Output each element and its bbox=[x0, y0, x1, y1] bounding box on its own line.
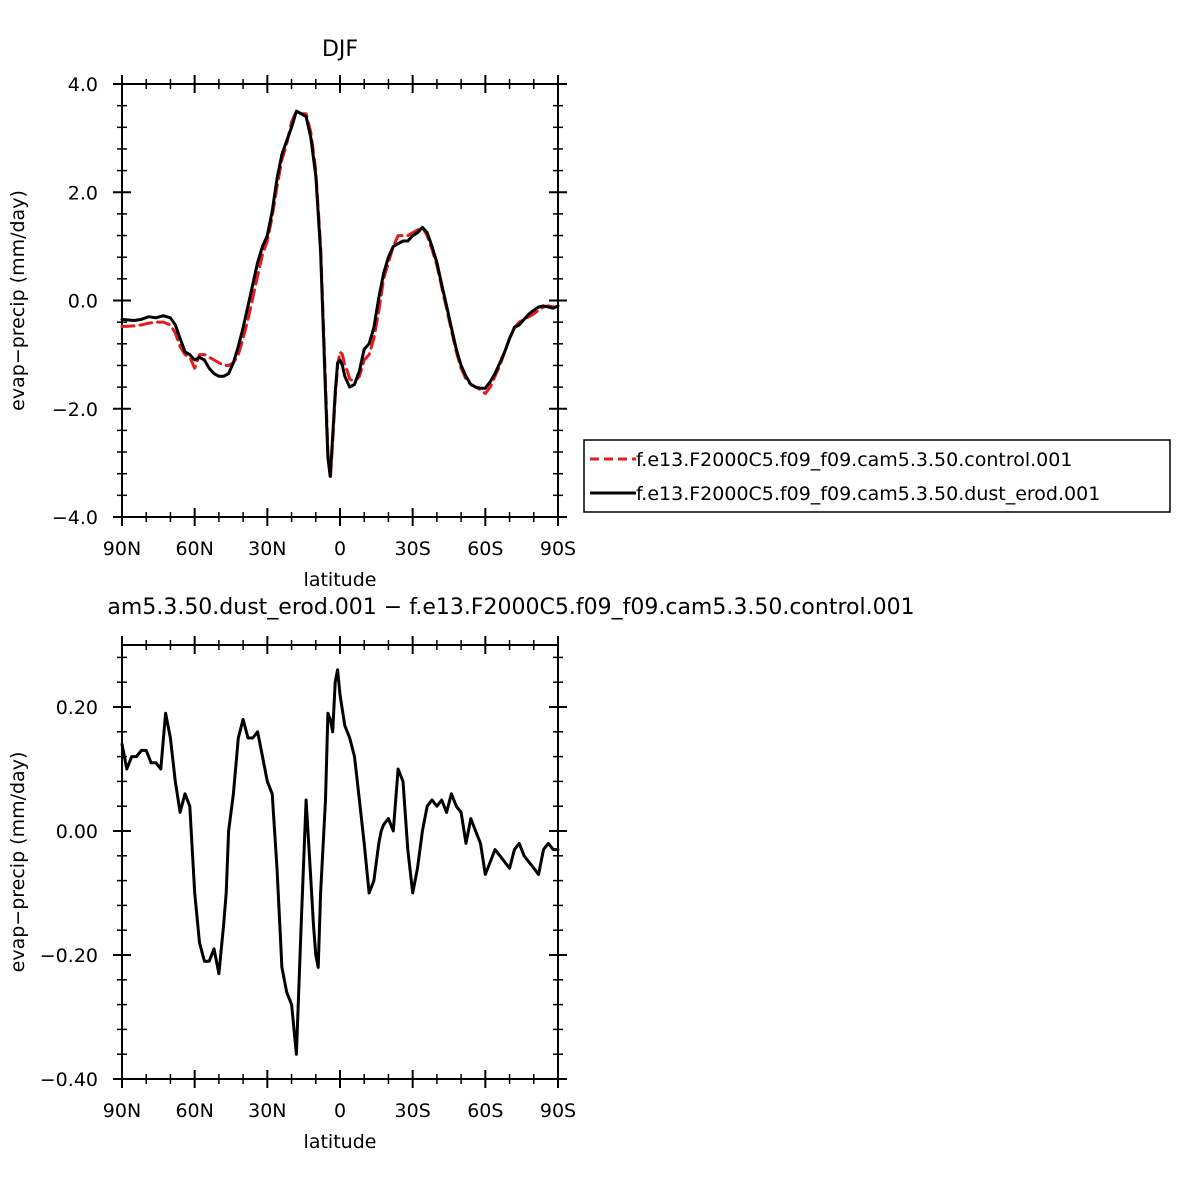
x-tick-label: 0 bbox=[334, 538, 346, 560]
x-tick-label: 60N bbox=[175, 538, 213, 560]
legend-box bbox=[583, 439, 1171, 513]
legend-item: f.e13.F2000C5.f09_f09.cam5.3.50.control.… bbox=[590, 449, 1072, 471]
y-tick-label: −4.0 bbox=[52, 507, 98, 529]
y-tick-label: 0.00 bbox=[56, 821, 98, 843]
x-tick-label: 30S bbox=[395, 538, 431, 560]
x-tick-label: 90S bbox=[540, 538, 576, 560]
y-tick-label: 2.0 bbox=[68, 182, 98, 204]
x-tick-label: 0 bbox=[334, 1100, 346, 1122]
plot-frame bbox=[121, 83, 559, 518]
legend-item: f.e13.F2000C5.f09_f09.cam5.3.50.dust_ero… bbox=[590, 483, 1100, 505]
x-tick-label: 60S bbox=[467, 538, 503, 560]
plot-frame bbox=[121, 644, 559, 1080]
series-line-2 bbox=[120, 109, 560, 478]
y-tick-label: 4.0 bbox=[68, 74, 98, 96]
legend-label: f.e13.F2000C5.f09_f09.cam5.3.50.control.… bbox=[636, 449, 1072, 471]
series-line-1 bbox=[120, 109, 560, 481]
chart-title: am5.3.50.dust_erod.001 − f.e13.F2000C5.f… bbox=[107, 595, 914, 620]
djf-chart-panel: DJF 90N 60N 30N 0 30S 60S 90S −4.0 −2.0 0.0 2.0 4.0 l… bbox=[7, 37, 576, 591]
x-tick-label: 60S bbox=[467, 1100, 503, 1122]
y-tick-label: −0.40 bbox=[40, 1069, 98, 1091]
x-tick-label: 90N bbox=[103, 1100, 141, 1122]
x-axis-label: latitude bbox=[304, 1131, 377, 1153]
legend-label: f.e13.F2000C5.f09_f09.cam5.3.50.dust_ero… bbox=[636, 483, 1100, 505]
x-tick-label: 30S bbox=[395, 1100, 431, 1122]
chart-title: DJF bbox=[322, 37, 358, 62]
x-tick-label: 30N bbox=[248, 1100, 286, 1122]
x-tick-label: 90S bbox=[540, 1100, 576, 1122]
y-axis-label: evap−precip (mm/day) bbox=[7, 190, 29, 411]
difference-chart-panel: am5.3.50.dust_erod.001 − f.e13.F2000C5.f… bbox=[7, 595, 915, 1153]
y-axis-label: evap−precip (mm/day) bbox=[7, 752, 29, 973]
y-tick-label: 0.0 bbox=[68, 291, 98, 313]
series-line-1 bbox=[120, 668, 560, 1056]
chart-legend: f.e13.F2000C5.f09_f09.cam5.3.50.control.… bbox=[583, 439, 1171, 513]
y-tick-label: −2.0 bbox=[52, 399, 98, 421]
x-tick-label: 30N bbox=[248, 538, 286, 560]
x-axis-label: latitude bbox=[304, 569, 377, 591]
y-tick-label: 0.20 bbox=[56, 697, 98, 719]
x-tick-label: 60N bbox=[175, 1100, 213, 1122]
y-tick-label: −0.20 bbox=[40, 945, 98, 967]
x-tick-label: 90N bbox=[103, 538, 141, 560]
